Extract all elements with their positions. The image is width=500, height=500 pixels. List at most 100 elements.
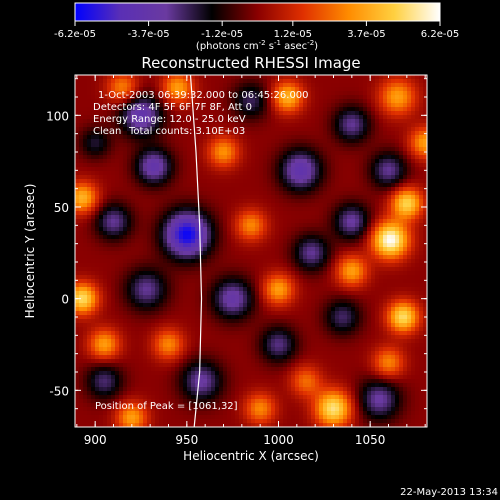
heatmap-cell bbox=[219, 199, 224, 204]
heatmap-cell bbox=[143, 275, 148, 280]
heatmap-cell bbox=[255, 275, 260, 280]
heatmap-cell bbox=[183, 251, 188, 256]
heatmap-cell bbox=[163, 119, 168, 124]
heatmap-cell bbox=[167, 87, 172, 92]
heatmap-cell bbox=[383, 291, 388, 296]
heatmap-cell bbox=[263, 127, 268, 132]
heatmap-cell bbox=[267, 147, 272, 152]
heatmap-cell bbox=[271, 279, 276, 284]
heatmap-cell bbox=[331, 91, 336, 96]
heatmap-cell bbox=[91, 111, 96, 116]
heatmap-cell bbox=[207, 219, 212, 224]
heatmap-cell bbox=[147, 163, 152, 168]
heatmap-cell bbox=[287, 127, 292, 132]
heatmap-cell bbox=[119, 107, 124, 112]
heatmap-cell bbox=[111, 231, 116, 236]
heatmap-cell bbox=[191, 79, 196, 84]
heatmap-cell bbox=[315, 107, 320, 112]
heatmap-cell bbox=[339, 227, 344, 232]
heatmap-cell bbox=[299, 75, 304, 80]
heatmap-cell bbox=[319, 99, 324, 104]
heatmap-cell bbox=[79, 155, 84, 160]
heatmap-cell bbox=[335, 211, 340, 216]
heatmap-cell bbox=[167, 107, 172, 112]
heatmap-cell bbox=[183, 295, 188, 300]
heatmap-cell bbox=[351, 199, 356, 204]
heatmap-cell bbox=[347, 259, 352, 264]
heatmap-cell bbox=[267, 107, 272, 112]
heatmap-cell bbox=[399, 259, 404, 264]
heatmap-cell bbox=[315, 287, 320, 292]
heatmap-cell bbox=[327, 279, 332, 284]
heatmap-cell bbox=[295, 107, 300, 112]
heatmap-cell bbox=[395, 279, 400, 284]
heatmap-cell bbox=[423, 215, 427, 220]
heatmap-cell bbox=[287, 111, 292, 116]
heatmap-cell bbox=[335, 103, 340, 108]
heatmap-cell bbox=[135, 215, 140, 220]
heatmap-cell bbox=[267, 187, 272, 192]
heatmap-cell bbox=[95, 131, 100, 136]
heatmap-cell bbox=[167, 123, 172, 128]
heatmap-cell bbox=[251, 239, 256, 244]
heatmap-cell bbox=[391, 123, 396, 128]
heatmap-cell bbox=[283, 123, 288, 128]
heatmap-cell bbox=[299, 95, 304, 100]
heatmap-cell bbox=[171, 79, 176, 84]
heatmap-cell bbox=[375, 79, 380, 84]
heatmap-cell bbox=[275, 199, 280, 204]
heatmap-cell bbox=[347, 155, 352, 160]
heatmap-cell bbox=[299, 275, 304, 280]
heatmap-cell bbox=[163, 255, 168, 260]
heatmap-cell bbox=[251, 279, 256, 284]
heatmap-cell bbox=[419, 183, 424, 188]
heatmap-cell bbox=[379, 151, 384, 156]
heatmap-cell bbox=[359, 103, 364, 108]
heatmap-cell bbox=[203, 255, 208, 260]
heatmap-cell bbox=[143, 103, 148, 108]
heatmap-cell bbox=[347, 223, 352, 228]
heatmap-cell bbox=[315, 207, 320, 212]
heatmap-cell bbox=[263, 207, 268, 212]
heatmap-cell bbox=[335, 191, 340, 196]
heatmap-cell bbox=[75, 291, 80, 296]
heatmap-cell bbox=[211, 91, 216, 96]
heatmap-cell bbox=[259, 171, 264, 176]
heatmap-cell bbox=[339, 291, 344, 296]
heatmap-cell bbox=[223, 247, 228, 252]
colorbar-tick-label: -6.2e-05 bbox=[54, 29, 96, 40]
heatmap-cell bbox=[399, 187, 404, 192]
heatmap-cell bbox=[279, 107, 284, 112]
heatmap-cell bbox=[135, 95, 140, 100]
heatmap-cell bbox=[215, 131, 220, 136]
heatmap-cell bbox=[315, 259, 320, 264]
heatmap-cell bbox=[95, 267, 100, 272]
heatmap-cell bbox=[371, 91, 376, 96]
heatmap-cell bbox=[235, 207, 240, 212]
heatmap-cell bbox=[227, 255, 232, 260]
heatmap-cell bbox=[255, 99, 260, 104]
heatmap-cell bbox=[175, 211, 180, 216]
heatmap-cell bbox=[223, 135, 228, 140]
heatmap-cell bbox=[195, 211, 200, 216]
heatmap-cell bbox=[195, 235, 200, 240]
heatmap-cell bbox=[399, 211, 404, 216]
colorbar-tick-label: 6.2e-05 bbox=[421, 29, 459, 40]
heatmap-cell bbox=[311, 263, 316, 268]
heatmap-cell bbox=[343, 111, 348, 116]
heatmap-cell bbox=[163, 235, 168, 240]
heatmap-cell bbox=[219, 211, 224, 216]
heatmap-cell bbox=[383, 167, 388, 172]
heatmap-cell bbox=[423, 123, 427, 128]
heatmap-cell bbox=[379, 107, 384, 112]
heatmap-cell bbox=[347, 179, 352, 184]
heatmap-cell bbox=[387, 167, 392, 172]
heatmap-cell bbox=[355, 135, 360, 140]
heatmap-cell bbox=[359, 159, 364, 164]
heatmap-cell bbox=[371, 183, 376, 188]
heatmap-cell bbox=[139, 183, 144, 188]
heatmap-cell bbox=[371, 215, 376, 220]
heatmap-cell bbox=[367, 247, 372, 252]
heatmap-cell bbox=[103, 299, 108, 304]
heatmap-cell bbox=[171, 171, 176, 176]
